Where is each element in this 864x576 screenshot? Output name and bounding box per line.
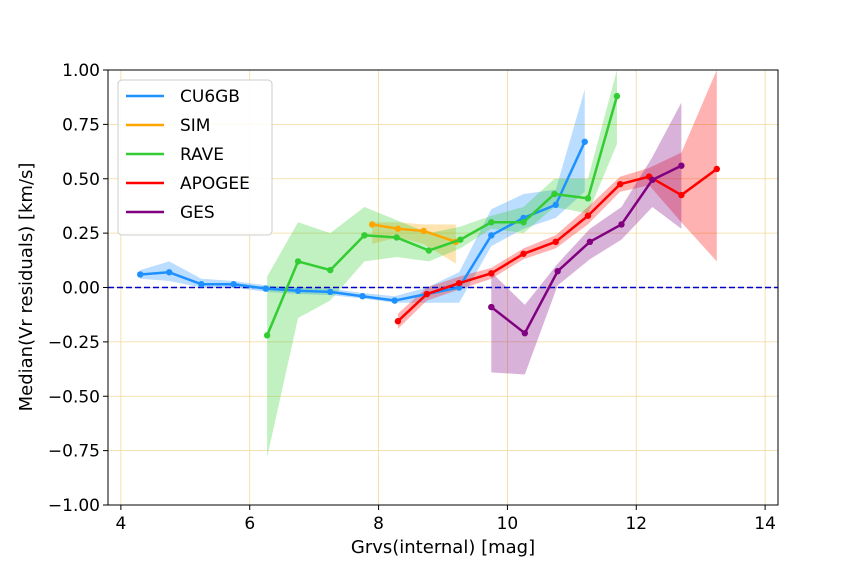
x-tick-label: 14	[754, 514, 776, 534]
point-sim	[368, 221, 376, 228]
band-sim	[372, 222, 456, 264]
axis-ticks: 4 6 8 10 12 14 −1.00 −0.75 −0.50 −0.25 0.00 0.25 0.5…	[48, 61, 776, 534]
legend-box	[117, 79, 273, 236]
point-ges	[521, 329, 529, 337]
point-apogee	[520, 250, 527, 257]
y-tick-label: 0.50	[62, 170, 100, 190]
point-cu6gb	[137, 271, 144, 278]
x-tick-label: 6	[244, 514, 255, 534]
point-ges	[586, 238, 594, 246]
point-rave	[263, 332, 271, 339]
x-tick-label: 10	[497, 514, 519, 534]
point-ges	[554, 267, 561, 275]
x-tick-label: 8	[373, 514, 384, 534]
point-apogee	[616, 180, 624, 188]
y-tick-label: 0.75	[62, 115, 100, 135]
point-cu6gb	[488, 232, 495, 239]
point-sim	[420, 227, 427, 235]
y-tick-label: −0.25	[48, 333, 100, 353]
point-cu6gb	[294, 287, 302, 294]
point-cu6gb	[198, 281, 205, 288]
y-tick-label: 0.25	[62, 224, 100, 244]
y-tick-label: −1.00	[48, 496, 100, 516]
point-rave	[393, 234, 400, 241]
point-rave	[613, 92, 621, 100]
y-tick-label: 1.00	[62, 61, 100, 81]
point-apogee	[455, 279, 463, 287]
point-rave	[551, 190, 558, 198]
point-cu6gb	[391, 297, 398, 304]
point-rave	[457, 236, 464, 243]
point-cu6gb	[327, 288, 334, 296]
y-tick-label: −0.75	[48, 442, 100, 462]
point-rave	[425, 247, 433, 254]
point-rave	[294, 258, 302, 265]
legend-label: APOGEE	[180, 174, 250, 194]
point-cu6gb	[359, 293, 366, 300]
point-rave	[361, 232, 368, 239]
x-tick-label: 4	[115, 514, 126, 534]
point-ges	[649, 176, 656, 184]
line-sim	[371, 223, 457, 244]
point-apogee	[678, 191, 685, 199]
legend-label: SIM	[180, 116, 210, 136]
point-rave	[488, 219, 495, 226]
point-ges	[488, 303, 495, 311]
series-lines	[137, 92, 720, 339]
point-sim	[394, 225, 402, 232]
x-axis-label: Grvs(internal) [mag]	[351, 537, 535, 558]
point-rave	[327, 266, 334, 274]
point-apogee	[488, 270, 495, 277]
legend-label: GES	[180, 203, 215, 223]
point-rave	[584, 195, 592, 202]
point-rave	[520, 219, 527, 226]
point-cu6gb	[581, 138, 588, 145]
legend: CU6GB SIM RAVE APOGEE GES	[117, 79, 273, 236]
point-apogee	[394, 318, 402, 325]
point-apogee	[584, 212, 592, 219]
point-cu6gb	[262, 285, 270, 292]
x-tick-label: 12	[625, 514, 647, 534]
band-cu6gb	[140, 89, 585, 303]
point-cu6gb	[166, 269, 173, 276]
legend-label: CU6GB	[180, 87, 240, 107]
point-cu6gb	[552, 201, 559, 209]
y-tick-label: −0.50	[48, 387, 100, 407]
legend-label: RAVE	[180, 145, 224, 165]
y-tick-label: 0.00	[62, 279, 100, 299]
point-ges	[618, 221, 625, 228]
line-rave	[265, 95, 619, 336]
y-axis-label: Median(Vr residuals) [km/s]	[16, 163, 37, 412]
point-apogee	[713, 165, 720, 173]
point-apogee	[552, 238, 559, 246]
point-cu6gb	[230, 281, 237, 288]
point-apogee	[423, 290, 431, 298]
point-ges	[678, 162, 685, 169]
